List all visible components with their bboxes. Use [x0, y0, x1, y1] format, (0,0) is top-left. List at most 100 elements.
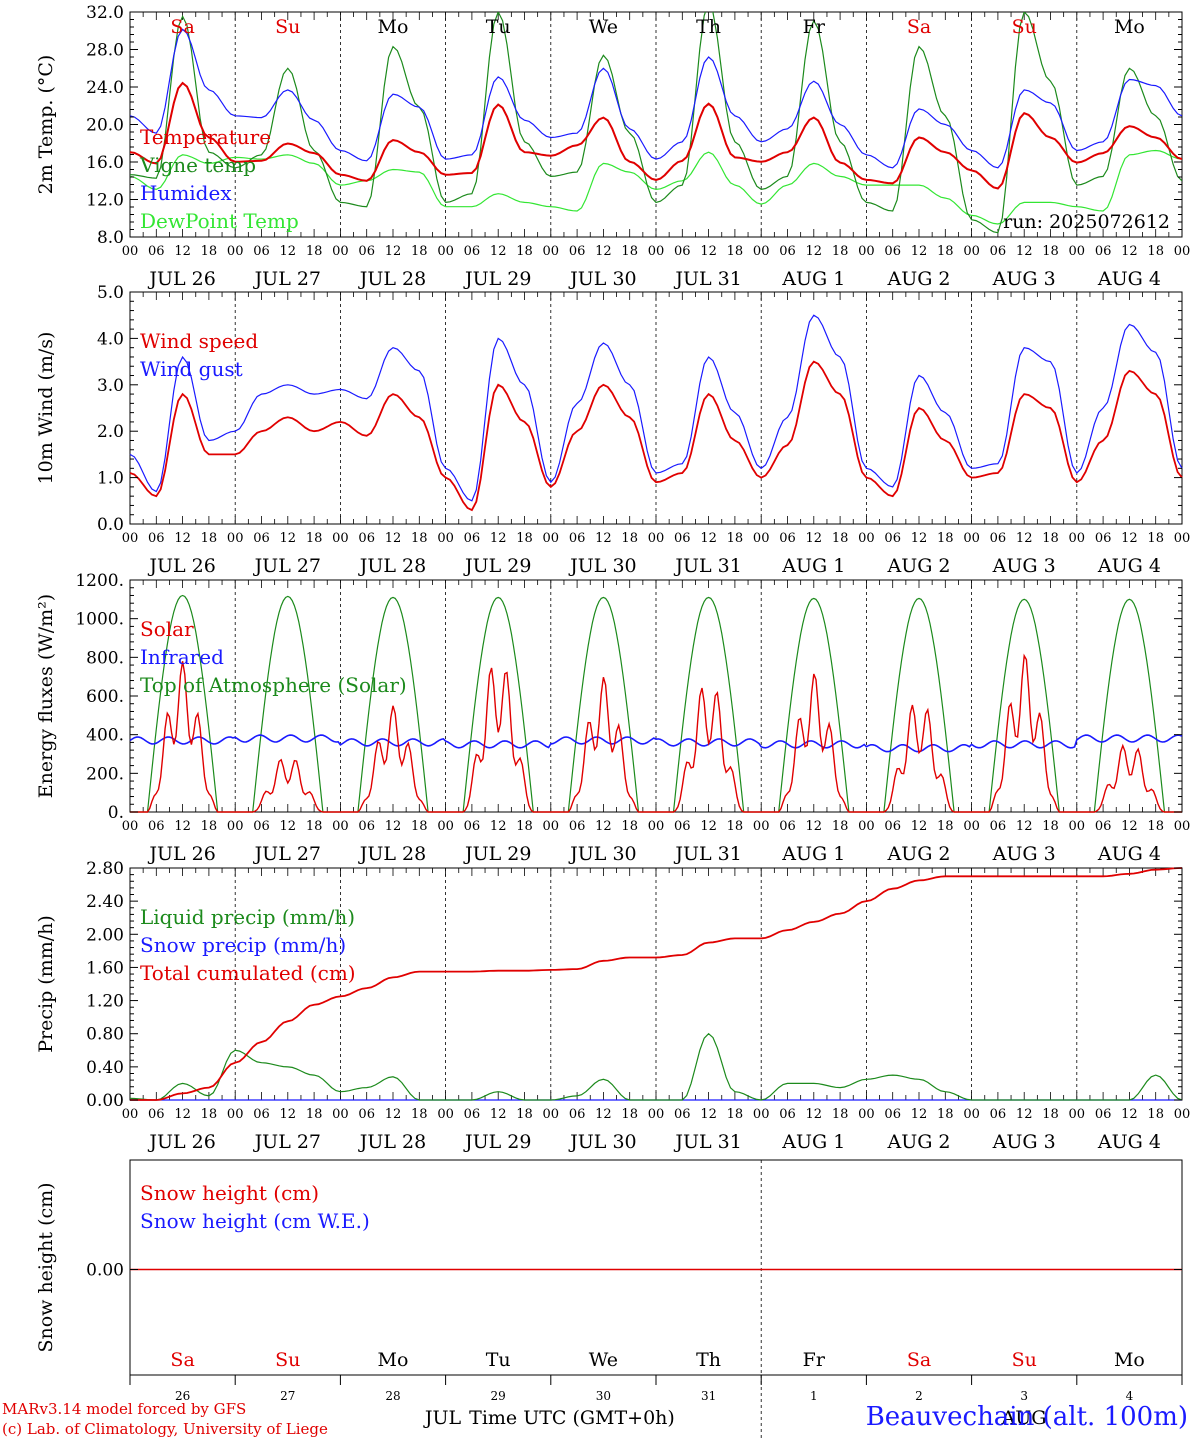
weekday-label: Su: [1012, 1349, 1037, 1371]
legend-entry: Top of Atmosphere (Solar): [140, 673, 407, 697]
hour-label: 12: [1016, 531, 1033, 546]
hour-label: 12: [490, 819, 507, 834]
legend-entry: Vigne temp: [139, 153, 256, 177]
date-label: JUL 29: [463, 843, 531, 865]
hour-label: 06: [674, 819, 691, 834]
y-axis-label: Snow height (cm): [35, 1182, 57, 1352]
hour-label: 12: [911, 531, 928, 546]
hour-label: 18: [306, 1107, 323, 1122]
hour-label: 06: [464, 244, 481, 259]
hour-label: 06: [569, 244, 586, 259]
series-infrared: [129, 734, 1183, 753]
model-credit: MARv3.14 model forced by GFS: [2, 1400, 247, 1418]
legend-entry: Infrared: [140, 645, 224, 669]
hour-label: 12: [700, 244, 717, 259]
run-annotation: run: 2025072612: [1003, 211, 1170, 233]
hour-label: 18: [937, 1107, 954, 1122]
weekday-label: Mo: [1114, 16, 1145, 38]
hour-label: 12: [385, 1107, 402, 1122]
weekday-label: Sa: [170, 1349, 194, 1371]
hour-label: 00: [858, 1107, 875, 1122]
legend-entry: Snow precip (mm/h): [140, 933, 346, 957]
hour-label: 00: [1069, 819, 1086, 834]
hour-label: 18: [621, 819, 638, 834]
weekday-label: Su: [275, 16, 300, 38]
date-label: JUL 26: [147, 1131, 215, 1153]
hour-label: 12: [911, 819, 928, 834]
hour-label: 00: [753, 531, 770, 546]
hour-label: 06: [779, 244, 796, 259]
hour-label: 12: [911, 1107, 928, 1122]
hour-label: 12: [806, 819, 823, 834]
hour-label: 18: [201, 244, 218, 259]
hour-label: 00: [858, 819, 875, 834]
date-label: JUL 26: [147, 843, 215, 865]
date-label: JUL 28: [358, 268, 426, 290]
hour-label: 00: [437, 1107, 454, 1122]
hour-label: 00: [648, 244, 665, 259]
hour-label: 00: [543, 531, 560, 546]
date-label: JUL 27: [253, 268, 321, 290]
date-label: AUG 2: [886, 1131, 950, 1153]
hour-label: 18: [1042, 819, 1059, 834]
hour-label: 00: [332, 819, 349, 834]
weekday-label: Su: [275, 1349, 300, 1371]
hour-label: 12: [280, 531, 297, 546]
date-label: JUL 30: [568, 843, 636, 865]
hour-label: 12: [174, 819, 191, 834]
hour-label: 18: [832, 531, 849, 546]
date-label: AUG 4: [1097, 555, 1161, 577]
y-tick-label: 1.0: [97, 469, 124, 489]
hour-label: 12: [700, 531, 717, 546]
hour-label: 12: [490, 244, 507, 259]
series-wind-gust: [129, 314, 1183, 502]
series-dewpoint-temp: [130, 149, 1182, 225]
hour-label: 18: [1147, 1107, 1164, 1122]
hour-label: 12: [385, 531, 402, 546]
date-label: AUG 1: [781, 843, 845, 865]
hour-label: 06: [1095, 1107, 1112, 1122]
hour-label: 06: [464, 531, 481, 546]
weekday-label: We: [589, 16, 618, 38]
hour-label: 00: [227, 531, 244, 546]
hour-label: 00: [963, 244, 980, 259]
day-number: 3: [1020, 1389, 1028, 1403]
y-tick-label: 400.: [86, 726, 124, 746]
hour-label: 12: [1016, 1107, 1033, 1122]
day-number: 1: [810, 1389, 818, 1403]
hour-label: 06: [884, 1107, 901, 1122]
hour-label: 12: [1121, 531, 1138, 546]
hour-label: 06: [990, 1107, 1007, 1122]
hour-label: 12: [595, 531, 612, 546]
hour-label: 00: [1174, 531, 1191, 546]
hour-label: 18: [306, 819, 323, 834]
month-label: JUL: [423, 1407, 462, 1429]
hour-label: 12: [385, 819, 402, 834]
hour-label: 00: [648, 819, 665, 834]
energy-panel: 00 06 12 18 JUL 26 00 06 12 18 JUL 27 00 06 12 18 JUL …: [35, 571, 1190, 865]
weekday-label: Mo: [378, 1349, 409, 1371]
hour-label: 18: [1147, 244, 1164, 259]
hour-label: 06: [148, 244, 165, 259]
hour-label: 00: [1174, 244, 1191, 259]
y-tick-label: 8.0: [97, 228, 124, 248]
hour-label: 18: [411, 1107, 428, 1122]
weekday-label: Sa: [907, 1349, 931, 1371]
snow-panel: 0.00 Snow height (cm) Snow height (cm) Snow…: [35, 1159, 1183, 1440]
date-label: JUL 26: [147, 555, 215, 577]
date-label: AUG 2: [886, 843, 950, 865]
hour-label: 06: [464, 819, 481, 834]
hour-label: 00: [122, 244, 139, 259]
day-number: 4: [1126, 1389, 1134, 1403]
legend-entry: Liquid precip (mm/h): [140, 905, 355, 929]
hour-label: 18: [516, 819, 533, 834]
day-number: 27: [280, 1389, 295, 1403]
hour-label: 06: [569, 819, 586, 834]
weekday-label: We: [589, 1349, 618, 1371]
hour-label: 06: [253, 1107, 270, 1122]
y-axis-label: 10m Wind (m/s): [35, 332, 57, 485]
y-tick-label: 0.0: [97, 515, 124, 535]
date-label: JUL 28: [358, 1131, 426, 1153]
hour-label: 12: [385, 244, 402, 259]
hour-label: 12: [806, 1107, 823, 1122]
